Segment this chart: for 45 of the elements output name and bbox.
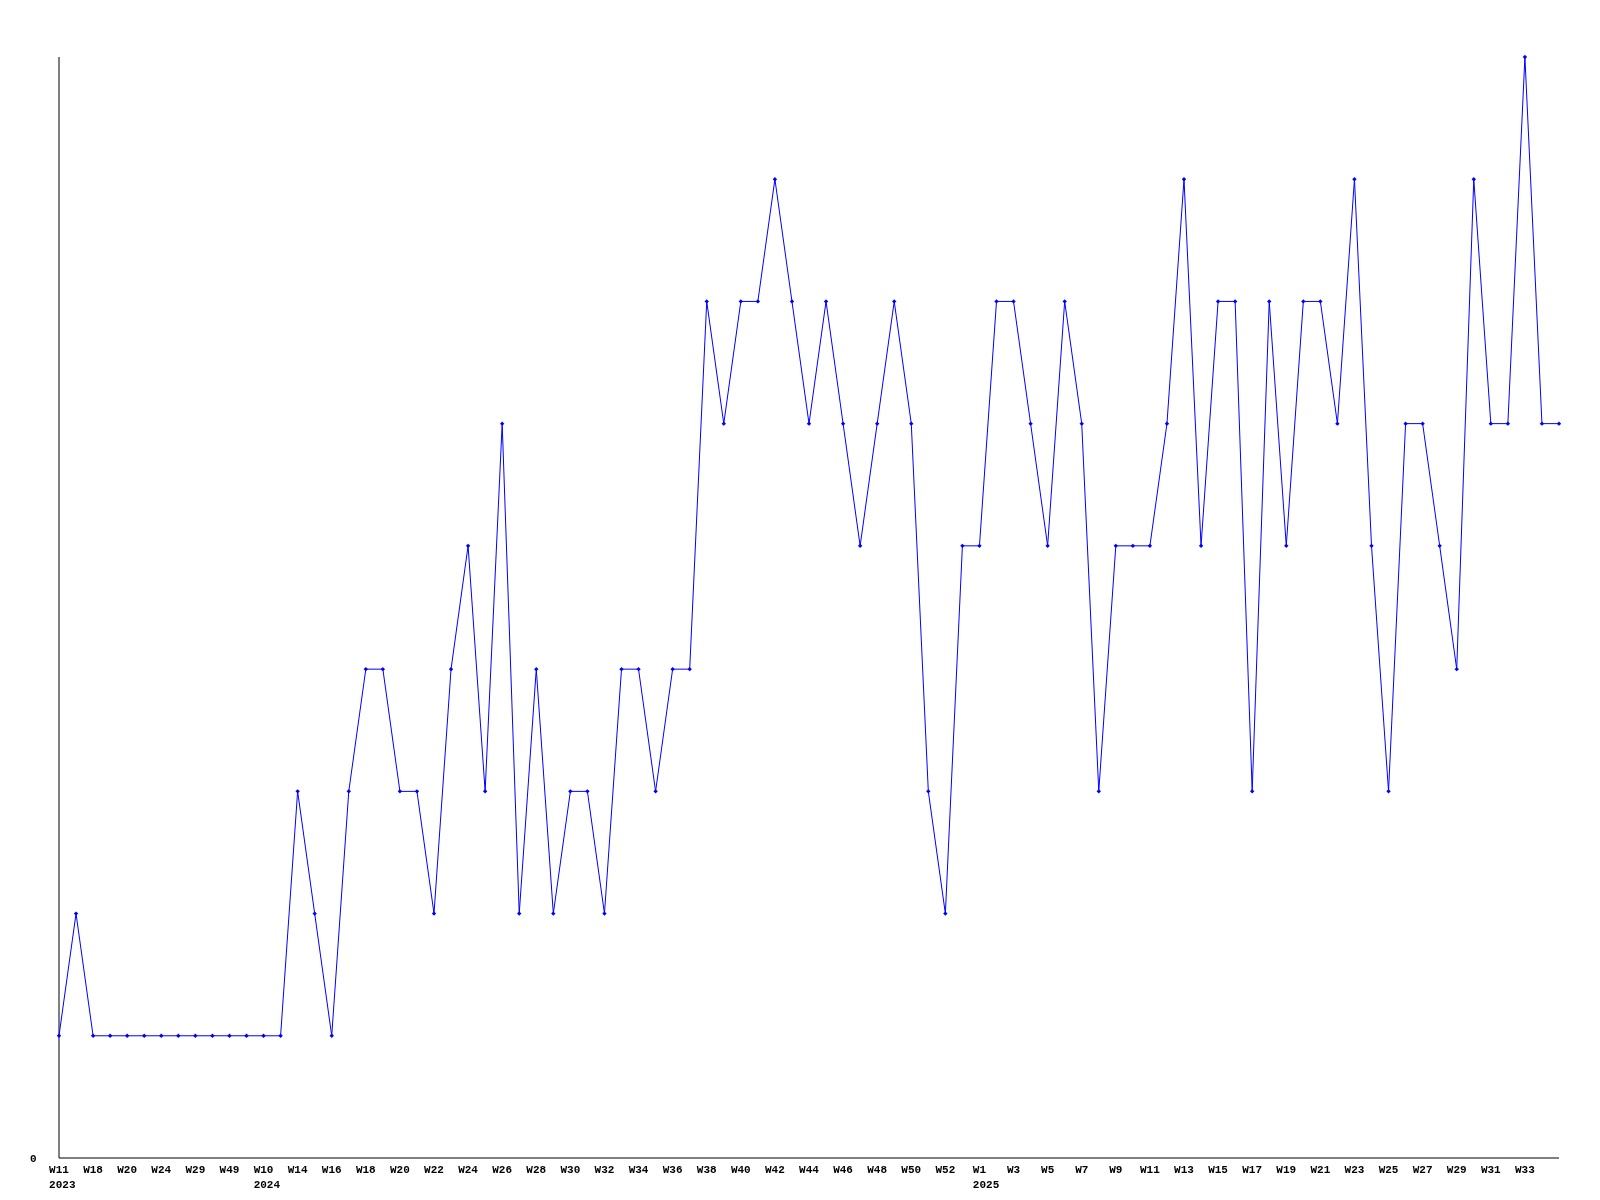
x-tick-label: W38: [696, 1164, 718, 1176]
x-tick-label: W25: [1378, 1164, 1399, 1176]
x-tick-label: W42: [765, 1164, 785, 1176]
x-tick-label: W1 2025: [972, 1164, 1000, 1191]
x-tick-label: W19: [1276, 1164, 1297, 1176]
x-tick-label: W33: [1515, 1164, 1536, 1176]
x-tick-label: W22: [424, 1164, 444, 1176]
x-tick-label: W50: [901, 1164, 922, 1176]
x-tick-label: W34: [628, 1164, 649, 1176]
x-tick-label: W28: [526, 1164, 547, 1176]
x-tick-label: W13: [1174, 1164, 1195, 1176]
x-tick-label: W15: [1208, 1164, 1229, 1176]
x-tick-label: W5: [1041, 1164, 1055, 1176]
x-tick-label: W36: [662, 1164, 683, 1176]
x-tick-label: W27: [1412, 1164, 1433, 1176]
x-tick-label: W18: [355, 1164, 377, 1176]
x-tick-label: W11: [1140, 1164, 1161, 1176]
x-tick-label: W7: [1075, 1164, 1089, 1176]
x-tick-label: W21: [1310, 1164, 1331, 1176]
x-tick-label: W17: [1242, 1164, 1263, 1176]
x-tick-label: W9: [1109, 1164, 1123, 1176]
x-tick-label: W49: [219, 1164, 240, 1176]
x-tick-label: W18: [83, 1164, 104, 1176]
x-tick-label: W30: [560, 1164, 581, 1176]
x-tick-label: W20: [117, 1164, 138, 1176]
x-tick-label: W46: [833, 1164, 853, 1176]
x-tick-label: W24: [458, 1164, 479, 1176]
x-tick-label: W20: [390, 1164, 410, 1176]
x-tick-label: W14: [287, 1164, 308, 1176]
x-tick-label: W10 2024: [253, 1164, 281, 1191]
text: 0: [30, 1153, 37, 1165]
x-tick-label: W16: [321, 1164, 342, 1176]
x-tick-label: W31: [1480, 1164, 1502, 1176]
x-tick-label: W29: [1446, 1164, 1467, 1176]
x-tick-label: W24: [151, 1164, 172, 1176]
x-tick-label: W23: [1344, 1164, 1365, 1176]
x-tick-label: W48: [867, 1164, 888, 1176]
x-tick-label: W40: [730, 1164, 751, 1176]
x-tick-label: W32: [594, 1164, 615, 1176]
x-tick-label: W52: [935, 1164, 956, 1176]
x-tick-label: W11 2023: [49, 1164, 76, 1191]
x-tick-label: W26: [492, 1164, 513, 1176]
x-tick-label: W3: [1006, 1164, 1021, 1176]
x-tick-label: W44: [799, 1164, 820, 1176]
x-tick-label: W29: [185, 1164, 206, 1176]
